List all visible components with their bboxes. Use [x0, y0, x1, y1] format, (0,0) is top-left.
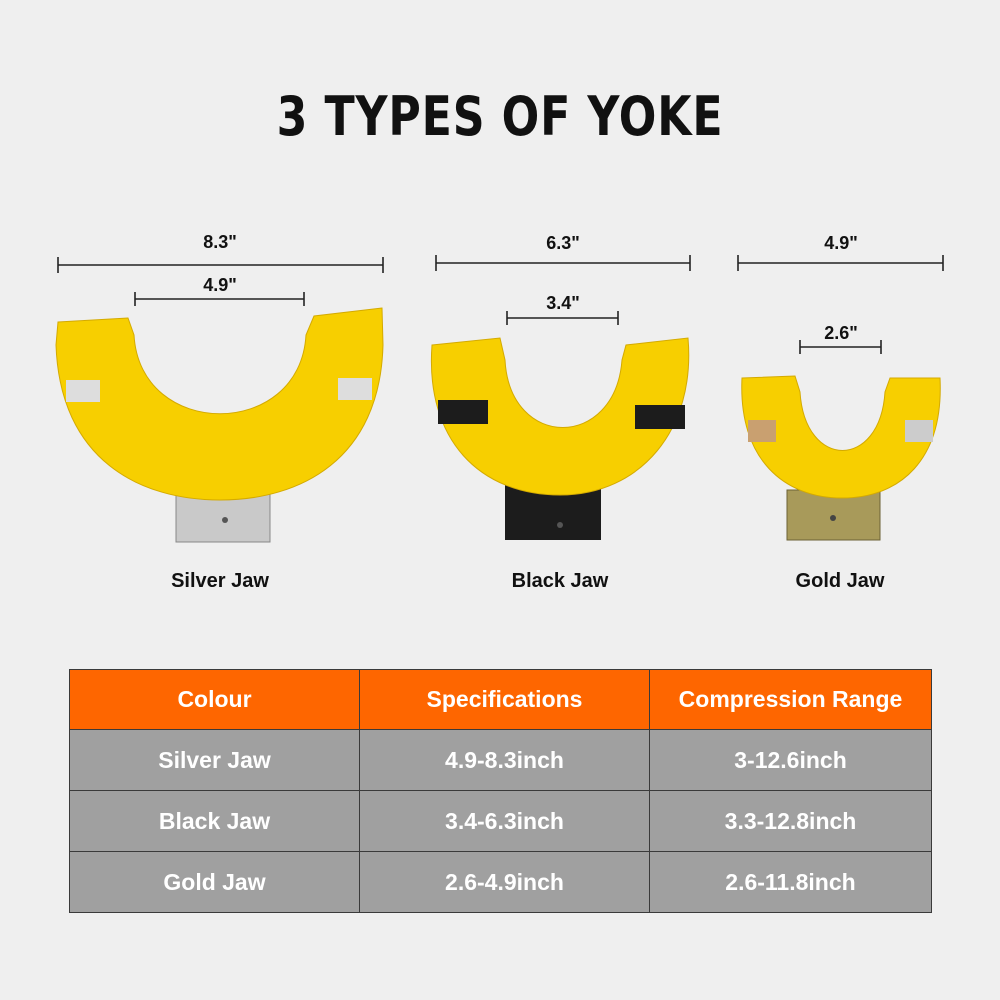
silver-inner-dimension: 4.9"	[203, 275, 237, 295]
cell-specifications: 4.9-8.3inch	[359, 729, 650, 791]
black-inner-dimension: 3.4"	[546, 293, 580, 313]
table-header-row: Colour Specifications Compression Range	[69, 669, 932, 730]
page-title: 3 TYPES OF YOKE	[276, 85, 724, 148]
cell-compression-range: 2.6-11.8inch	[649, 851, 932, 913]
cell-colour: Gold Jaw	[69, 851, 360, 913]
gold-yoke-image	[741, 375, 941, 541]
black-outer-dimension-line	[435, 255, 691, 271]
gold-inner-dimension: 2.6"	[824, 323, 858, 343]
black-outer-dimension: 6.3"	[546, 233, 580, 253]
silver-outer-dimension: 8.3"	[203, 232, 237, 252]
table-row: Silver Jaw 4.9-8.3inch 3-12.6inch	[69, 729, 932, 791]
cell-compression-range: 3-12.6inch	[649, 729, 932, 791]
spec-table: Colour Specifications Compression Range …	[69, 669, 932, 913]
header-colour: Colour	[69, 669, 360, 730]
silver-inner-dimension-line	[134, 292, 305, 306]
header-specifications: Specifications	[359, 669, 650, 730]
cell-compression-range: 3.3-12.8inch	[649, 790, 932, 852]
gold-outer-dimension: 4.9"	[824, 233, 858, 253]
header-compression-range: Compression Range	[649, 669, 932, 730]
cell-colour: Black Jaw	[69, 790, 360, 852]
gold-outer-dimension-line	[737, 255, 944, 271]
cell-specifications: 2.6-4.9inch	[359, 851, 650, 913]
silver-yoke-image	[55, 307, 384, 543]
silver-outer-dimension-line	[57, 257, 384, 273]
black-inner-dimension-line	[506, 311, 619, 325]
gold-inner-dimension-line	[799, 340, 882, 354]
table-row: Gold Jaw 2.6-4.9inch 2.6-11.8inch	[69, 851, 932, 913]
dimension-lines	[57, 255, 944, 354]
gold-jaw-caption: Gold Jaw	[795, 570, 885, 592]
cell-colour: Silver Jaw	[69, 729, 360, 791]
silver-jaw-caption: Silver Jaw	[171, 570, 269, 592]
cell-specifications: 3.4-6.3inch	[359, 790, 650, 852]
table-row: Black Jaw 3.4-6.3inch 3.3-12.8inch	[69, 790, 932, 852]
black-jaw-caption: Black Jaw	[511, 570, 609, 592]
black-yoke-image	[430, 337, 690, 540]
